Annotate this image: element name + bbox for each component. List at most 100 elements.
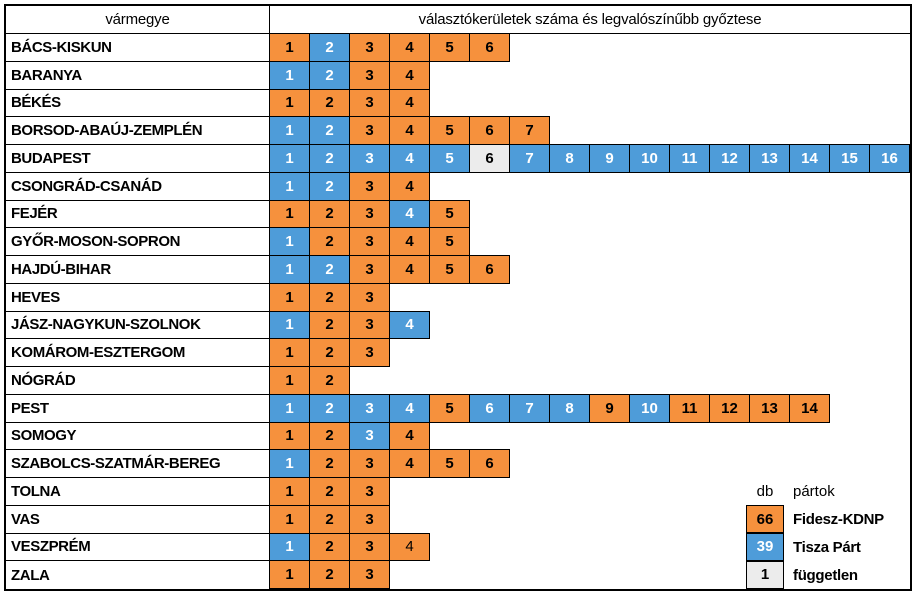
district-cell: 1 <box>269 88 310 118</box>
district-cell: 2 <box>309 560 350 589</box>
district-cell: 5 <box>429 116 470 145</box>
header-districts: választókerületek száma és legvalószínűb… <box>418 11 762 28</box>
legend-party-header: pártok <box>793 483 835 501</box>
legend-swatch: 66 <box>746 505 784 533</box>
district-cell: 16 <box>869 144 910 173</box>
county-name: VAS <box>6 505 270 534</box>
legend-row: 1 független <box>746 560 884 589</box>
legend-row: 66 Fidesz-KDNP <box>746 505 884 534</box>
county-name: GYŐR-MOSON-SOPRON <box>6 228 270 256</box>
table-header: vármegye választókerületek száma és legv… <box>6 6 910 34</box>
county-row: KOMÁROM-ESZTERGOM 1 2 3 <box>6 338 910 367</box>
district-cell: 4 <box>389 393 430 423</box>
district-cell: 1 <box>269 504 310 534</box>
district-cell: 4 <box>389 33 430 62</box>
county-name: VESZPRÉM <box>6 533 270 562</box>
district-cell: 1 <box>269 477 310 506</box>
district-cell: 6 <box>469 144 510 173</box>
district-cell: 12 <box>709 393 750 423</box>
district-cell: 2 <box>309 199 350 229</box>
county-row: BUDAPEST 1 2 3 4 5 6 7 8 9 10 11 12 13 14 15 16 <box>6 144 910 173</box>
county-row: NÓGRÁD 1 2 <box>6 366 910 395</box>
county-name: ZALA <box>6 561 270 589</box>
district-cell: 12 <box>709 144 750 173</box>
county-row: VESZPRÉM 1 2 3 4 <box>6 532 910 562</box>
district-cell: 1 <box>269 33 310 62</box>
district-cell: 1 <box>269 449 310 478</box>
district-cell: 2 <box>309 144 350 173</box>
district-cell: 2 <box>309 60 350 90</box>
county-row: PEST 1 2 3 4 5 6 7 8 9 10 11 12 13 14 <box>6 393 910 423</box>
district-cell: 4 <box>389 532 430 562</box>
district-cell: 4 <box>389 255 430 284</box>
district-cell: 1 <box>269 144 310 173</box>
district-cell: 3 <box>349 560 390 589</box>
district-cell: 3 <box>349 393 390 423</box>
district-cell: 6 <box>469 393 510 423</box>
district-cell: 2 <box>309 366 350 395</box>
district-cell: 13 <box>749 144 790 173</box>
county-name: SZABOLCS-SZATMÁR-BEREG <box>6 450 270 478</box>
county-row: BARANYA 1 2 3 4 <box>6 60 910 90</box>
district-cell: 4 <box>389 421 430 451</box>
district-cell: 3 <box>349 88 390 118</box>
county-row: BORSOD-ABAÚJ-ZEMPLÉN 1 2 3 4 5 6 7 <box>6 116 910 145</box>
county-name: JÁSZ-NAGYKUN-SZOLNOK <box>6 311 270 340</box>
county-name: BÉKÉS <box>6 89 270 118</box>
district-cell: 6 <box>469 116 510 145</box>
district-cell: 1 <box>269 310 310 340</box>
district-cell: 1 <box>269 560 310 589</box>
county-name: SOMOGY <box>6 422 270 451</box>
county-row: HAJDÚ-BIHAR 1 2 3 4 5 6 <box>6 255 910 284</box>
district-cell: 4 <box>389 310 430 340</box>
district-cell: 1 <box>269 227 310 256</box>
county-name: NÓGRÁD <box>6 367 270 395</box>
county-name: FEJÉR <box>6 200 270 229</box>
district-cell: 4 <box>389 116 430 145</box>
district-cell: 2 <box>309 532 350 562</box>
district-cell: 3 <box>349 199 390 229</box>
district-cell: 2 <box>309 310 350 340</box>
legend-rows: 66 Fidesz-KDNP 39 Tisza Párt 1 független <box>746 505 884 589</box>
district-cell: 1 <box>269 421 310 451</box>
district-cell: 2 <box>309 449 350 478</box>
county-row: CSONGRÁD-CSANÁD 1 2 3 4 <box>6 171 910 201</box>
district-cell: 3 <box>349 282 390 312</box>
district-cell: 2 <box>309 227 350 256</box>
district-cell: 5 <box>429 227 470 256</box>
county-row: SZABOLCS-SZATMÁR-BEREG 1 2 3 4 5 6 <box>6 449 910 478</box>
county-row: BÉKÉS 1 2 3 4 <box>6 88 910 118</box>
district-cell: 2 <box>309 171 350 201</box>
district-cell: 3 <box>349 338 390 367</box>
county-row: ZALA 1 2 3 <box>6 560 910 589</box>
district-cell: 2 <box>309 338 350 367</box>
winners-table: vármegye választókerületek száma és legv… <box>4 4 912 591</box>
district-cell: 9 <box>589 144 630 173</box>
county-name: PEST <box>6 394 270 423</box>
county-row: FEJÉR 1 2 3 4 5 <box>6 199 910 229</box>
legend-swatch: 39 <box>746 533 784 561</box>
district-cell: 1 <box>269 116 310 145</box>
county-row: JÁSZ-NAGYKUN-SZOLNOK 1 2 3 4 <box>6 310 910 340</box>
district-cell: 5 <box>429 449 470 478</box>
district-cell: 7 <box>509 116 550 145</box>
legend-label: Tisza Párt <box>793 538 861 556</box>
county-name: BARANYA <box>6 61 270 90</box>
district-cell: 3 <box>349 449 390 478</box>
county-row: TOLNA 1 2 3 <box>6 477 910 506</box>
county-name: HAJDÚ-BIHAR <box>6 256 270 284</box>
district-cells: 1 2 3 4 5 6 7 8 9 10 11 12 13 14 15 16 <box>269 144 910 173</box>
county-name: TOLNA <box>6 478 270 506</box>
legend-label: Fidesz-KDNP <box>793 511 884 529</box>
district-cell: 8 <box>549 393 590 423</box>
district-cell: 2 <box>309 477 350 506</box>
district-cell: 5 <box>429 255 470 284</box>
district-cell: 1 <box>269 338 310 367</box>
district-cell: 9 <box>589 393 630 423</box>
